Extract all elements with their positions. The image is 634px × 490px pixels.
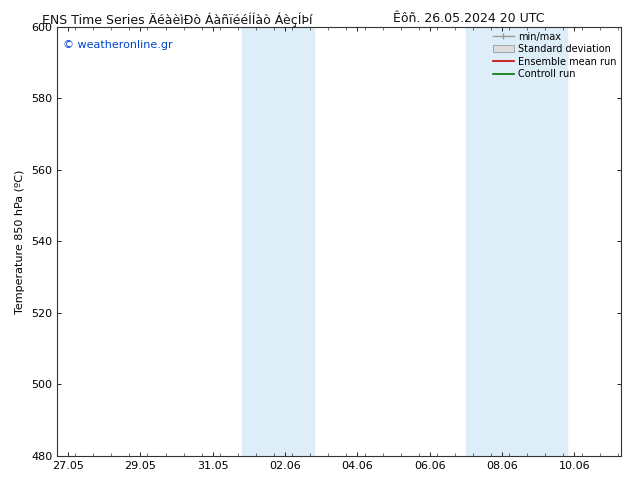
Bar [466,27,567,456]
Text: ENS Time Series ÄéàèìÐò ÁàñïééÍÍàò ÁèçÍÞí: ENS Time Series ÄéàèìÐò ÁàñïééÍÍàò ÁèçÍÞ… [42,12,313,27]
Text: Êôñ. 26.05.2024 20 UTC: Êôñ. 26.05.2024 20 UTC [394,12,545,25]
Text: © weatheronline.gr: © weatheronline.gr [63,40,172,50]
Legend: min/max, Standard deviation, Ensemble mean run, Controll run: min/max, Standard deviation, Ensemble me… [491,30,618,81]
Y-axis label: Temperature 850 hPa (ºC): Temperature 850 hPa (ºC) [15,169,25,314]
Bar [242,27,314,456]
